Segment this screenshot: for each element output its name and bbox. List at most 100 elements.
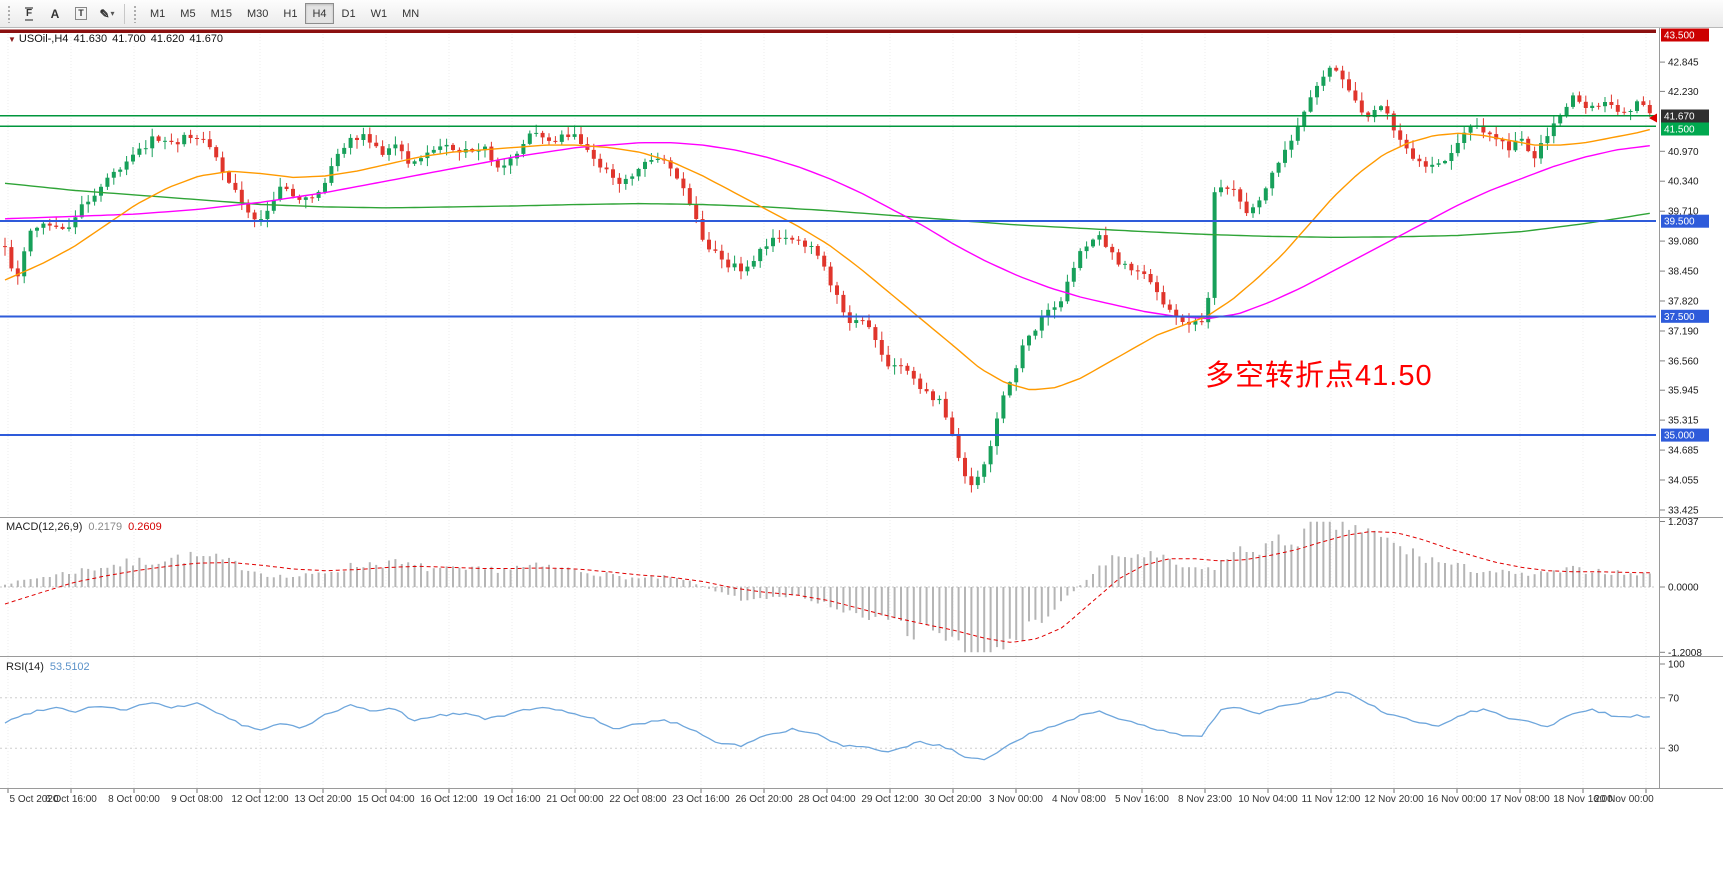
candle [617, 173, 622, 193]
candle [137, 142, 142, 158]
candle [1097, 231, 1102, 246]
open-value: 41.630 [73, 33, 108, 45]
candle [387, 144, 391, 161]
candle [1219, 179, 1223, 197]
timeframe-button-h1[interactable]: H1 [276, 3, 304, 24]
fibonacci-tool-button[interactable]: F [17, 3, 41, 25]
candle [335, 148, 340, 172]
candle [246, 199, 251, 219]
timeframe-button-mn[interactable]: MN [395, 3, 426, 24]
date-label: 6 Oct 16:00 [45, 794, 97, 805]
price-tick-label: 40.340 [1668, 177, 1699, 188]
rsi-indicator-label: RSI(14) 53.5102 [6, 661, 90, 673]
price-tick-label: 40.970 [1668, 147, 1699, 158]
candle [771, 229, 775, 252]
candle [22, 247, 27, 284]
date-label: 22 Oct 08:00 [609, 794, 667, 805]
candle [995, 412, 999, 455]
candle [1577, 91, 1582, 104]
candle [502, 158, 507, 176]
candle [732, 255, 737, 271]
candle [937, 395, 942, 405]
timeframe-button-m5[interactable]: M5 [173, 3, 202, 24]
candle [156, 134, 161, 143]
candle [1449, 144, 1454, 170]
candle [1353, 82, 1358, 103]
label-tool-button[interactable]: T [69, 3, 93, 25]
candle [963, 452, 967, 484]
candle [374, 135, 379, 148]
candle [150, 128, 155, 158]
macd-main-value: 0.2179 [88, 521, 123, 533]
candle [1212, 187, 1217, 305]
date-label: 9 Oct 08:00 [171, 794, 223, 805]
chart-ohlc-header: ▼ USOil-,H4 41.630 41.700 41.620 41.670 [8, 33, 223, 45]
candle [828, 262, 833, 293]
timeframe-button-d1[interactable]: D1 [335, 3, 363, 24]
candle [163, 136, 167, 150]
macd-histogram [4, 521, 1651, 653]
toolbar-separator [124, 3, 125, 24]
candle [649, 153, 654, 165]
timeframe-button-m30[interactable]: M30 [240, 3, 275, 24]
candle [604, 162, 609, 174]
candle [175, 138, 180, 153]
candle [1059, 297, 1063, 312]
candle [969, 467, 974, 493]
candle [1167, 299, 1172, 313]
ma-line-green [4, 182, 1650, 239]
candle [572, 125, 577, 140]
panel-separators[interactable] [0, 28, 1723, 789]
candle [1225, 185, 1230, 195]
timeframe-toolbar: M1 M5 M15 M30 H1 H4 D1 W1 MN [143, 3, 426, 24]
candle [975, 470, 980, 489]
text-tool-button[interactable]: A [43, 3, 67, 25]
candle [399, 140, 404, 160]
candle [739, 256, 743, 280]
candle [182, 132, 187, 147]
price-tick-label: 37.190 [1668, 327, 1699, 338]
candle [707, 232, 711, 253]
candle [1603, 97, 1607, 113]
ma-line-orange [4, 128, 1650, 391]
candle [60, 223, 65, 230]
candle [1436, 159, 1441, 167]
date-label: 21 Oct 00:00 [546, 794, 604, 805]
toolbar-grip[interactable] [7, 4, 12, 23]
candle [367, 127, 372, 149]
price-line-label: 41.500 [1661, 122, 1709, 136]
candle [1129, 261, 1134, 276]
candle [1609, 94, 1614, 109]
timeframe-button-m15[interactable]: M15 [204, 3, 239, 24]
candle [1315, 82, 1319, 105]
chart-annotation-text[interactable]: 多空转折点41.50 [1205, 360, 1433, 392]
candle [1270, 170, 1275, 196]
candle [982, 461, 987, 483]
candle [201, 131, 206, 144]
candle [911, 366, 916, 385]
date-label: 28 Oct 04:00 [798, 794, 856, 805]
price-axis[interactable]: 42.845 42.230 40.970 40.340 39.710 39.080 38.4… [1660, 28, 1709, 755]
candle [1494, 125, 1499, 147]
timeframe-button-m1[interactable]: M1 [143, 3, 172, 24]
candle [1455, 134, 1460, 157]
timeframe-button-h4[interactable]: H4 [305, 3, 334, 24]
candle [79, 195, 84, 219]
chevron-down-icon: ▾ [110, 9, 115, 18]
candle [323, 178, 327, 195]
timeframe-button-w1[interactable]: W1 [364, 3, 395, 24]
candle [284, 183, 289, 192]
candle [431, 146, 436, 155]
symbol-title: USOil-,H4 [18, 33, 69, 45]
timeframe-toolbar-grip[interactable] [133, 4, 138, 23]
candle [758, 247, 763, 268]
date-label: 29 Oct 12:00 [861, 794, 919, 805]
candle [1091, 238, 1095, 248]
draw-tool-button[interactable]: ✎ ▾ [95, 3, 119, 25]
rsi-axis-label: 70 [1668, 693, 1680, 704]
candle [764, 238, 769, 256]
candle [316, 190, 321, 201]
